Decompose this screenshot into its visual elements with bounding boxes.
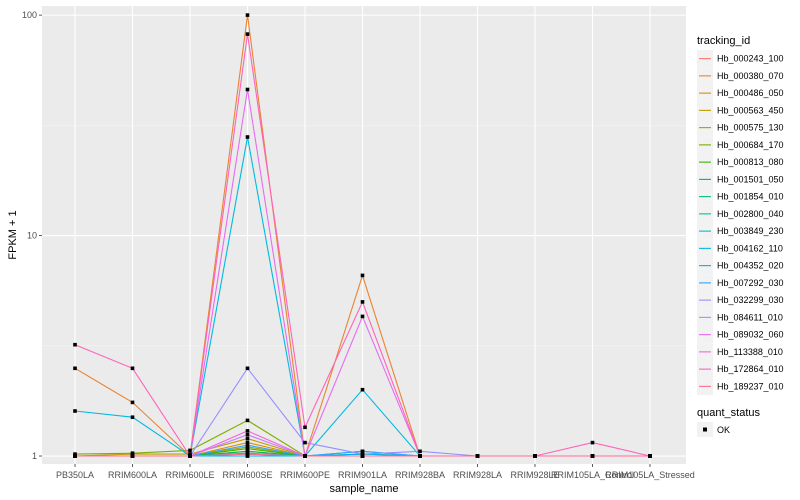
x-tick-label: RRIM105LA_Control bbox=[551, 470, 634, 480]
data-point bbox=[245, 449, 250, 454]
data-point bbox=[245, 366, 250, 371]
data-points bbox=[73, 13, 652, 458]
data-point bbox=[360, 300, 365, 304]
y-tick-label: 1 bbox=[32, 451, 37, 461]
data-point bbox=[245, 13, 250, 17]
legend-label: Hb_001501_050 bbox=[717, 174, 784, 184]
data-point bbox=[130, 454, 135, 458]
legend-label: Hb_113388_010 bbox=[717, 347, 783, 357]
panel-background bbox=[42, 6, 686, 464]
x-axis-title: sample_name bbox=[329, 483, 398, 495]
data-point bbox=[245, 454, 250, 458]
data-point bbox=[245, 135, 250, 139]
y-axis-title: FPKM + 1 bbox=[7, 210, 19, 259]
legend-label: Hb_172864_010 bbox=[717, 364, 784, 374]
legend-label: Hb_000380_070 bbox=[717, 71, 784, 81]
legend-label: Hb_000575_130 bbox=[717, 123, 784, 133]
data-point bbox=[130, 415, 135, 419]
data-point bbox=[245, 436, 250, 441]
data-point bbox=[73, 454, 77, 458]
shape-legend-label: OK bbox=[717, 425, 730, 435]
legend-quant-status: quant_status OK bbox=[697, 407, 760, 437]
x-tick-label: RRIM928BA bbox=[395, 470, 445, 480]
legend-label: Hb_032299_030 bbox=[717, 295, 784, 305]
data-point bbox=[590, 440, 595, 445]
data-point bbox=[245, 440, 250, 445]
data-point bbox=[418, 454, 422, 458]
legend-label: Hb_000243_100 bbox=[717, 54, 784, 64]
data-point bbox=[245, 87, 250, 92]
legend-label: Hb_007292_030 bbox=[717, 278, 784, 288]
data-point bbox=[130, 400, 135, 405]
data-point bbox=[73, 409, 77, 413]
shape-legend-title: quant_status bbox=[697, 407, 760, 419]
data-point bbox=[360, 452, 365, 456]
y-tick-label: 100 bbox=[22, 10, 37, 20]
data-point bbox=[188, 452, 192, 456]
data-point bbox=[73, 452, 77, 456]
data-point bbox=[245, 32, 250, 36]
data-point bbox=[360, 454, 365, 458]
data-point bbox=[360, 387, 365, 392]
data-point bbox=[130, 451, 135, 455]
x-tick-label: PB350LA bbox=[56, 470, 94, 480]
legend-label: Hb_000563_450 bbox=[717, 105, 784, 115]
x-tick-label: RRIM600SE bbox=[222, 470, 272, 480]
legend-tracking-id: tracking_id Hb_000243_100 Hb_000380_070 Hb… bbox=[697, 35, 784, 395]
data-point bbox=[245, 443, 250, 447]
data-point bbox=[360, 449, 365, 454]
legend-title: tracking_id bbox=[697, 35, 750, 47]
x-tick-label: RRIM901LA bbox=[338, 470, 387, 480]
x-tick-label: RRIM600LA bbox=[108, 470, 157, 480]
x-tick-label: RRIM105LA_Stressed bbox=[605, 470, 695, 480]
data-point bbox=[303, 454, 307, 458]
data-point bbox=[245, 418, 250, 423]
x-tick-label: RRIM600PE bbox=[280, 470, 330, 480]
data-point bbox=[73, 342, 77, 347]
grid-major bbox=[42, 6, 686, 464]
data-point bbox=[360, 273, 365, 278]
data-point bbox=[73, 366, 77, 371]
data-point bbox=[418, 449, 422, 454]
x-tick-label: RRIM928LE bbox=[510, 470, 559, 480]
x-tick-label: RRIM600LE bbox=[165, 470, 214, 480]
data-point bbox=[303, 440, 307, 445]
legend-label: Hb_000684_170 bbox=[717, 140, 784, 150]
data-point bbox=[245, 446, 250, 451]
legend-label: Hb_004352_020 bbox=[717, 261, 784, 271]
data-point bbox=[245, 429, 250, 433]
data-point bbox=[533, 454, 537, 458]
y-tick-label: 10 bbox=[27, 231, 37, 241]
legend-label: Hb_004162_110 bbox=[717, 243, 783, 253]
x-axis: PB350LA RRIM600LA RRIM600LE RRIM600SE RRIM60… bbox=[56, 464, 695, 480]
data-point bbox=[360, 314, 365, 319]
data-point bbox=[475, 454, 480, 458]
legend-label: Hb_000813_080 bbox=[717, 157, 784, 167]
data-point bbox=[648, 454, 652, 458]
data-point bbox=[188, 448, 192, 453]
legend-label: Hb_000486_050 bbox=[717, 88, 784, 98]
x-tick-label: RRIM928LA bbox=[453, 470, 502, 480]
data-point bbox=[303, 425, 307, 430]
legend-label: Hb_002800_040 bbox=[717, 209, 784, 219]
legend-label: Hb_084611_010 bbox=[717, 312, 783, 322]
legend-label: Hb_189237_010 bbox=[717, 381, 784, 391]
shape-legend-point bbox=[703, 427, 707, 432]
y-axis: 1 10 100 bbox=[22, 10, 42, 461]
legend-label: Hb_003849_230 bbox=[717, 226, 784, 236]
data-point bbox=[245, 432, 250, 437]
legend-label: Hb_001854_010 bbox=[717, 192, 784, 202]
data-point bbox=[245, 452, 250, 456]
data-point bbox=[590, 454, 595, 458]
legend-label: Hb_089032_060 bbox=[717, 330, 784, 340]
grid-minor bbox=[42, 125, 686, 347]
data-point bbox=[188, 454, 192, 458]
data-point bbox=[130, 366, 135, 371]
